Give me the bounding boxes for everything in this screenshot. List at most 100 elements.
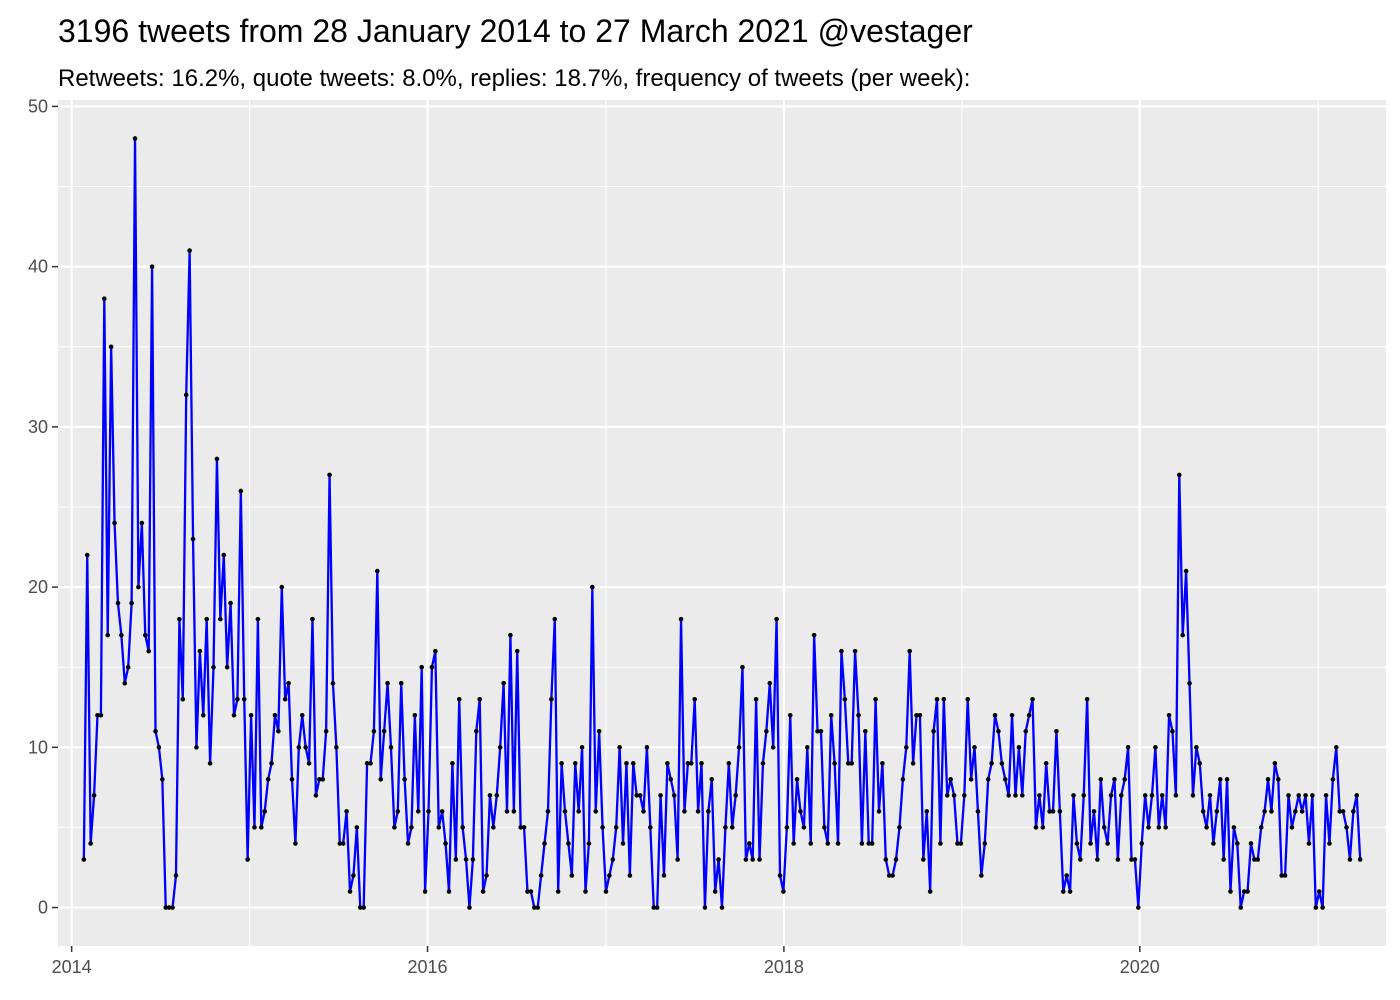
data-point [163,905,169,910]
data-point [593,809,599,814]
data-point [1207,793,1213,798]
data-point [1074,841,1080,846]
data-point [456,696,462,702]
data-point [661,873,667,878]
data-point [1282,873,1288,878]
data-point [180,696,186,702]
data-point [757,857,762,862]
data-point [538,873,544,878]
data-point [1221,857,1226,862]
data-point [910,761,916,766]
data-point [1238,905,1244,910]
data-point [948,777,953,782]
data-point [1030,696,1035,702]
data-point [845,761,851,766]
data-point [624,761,629,766]
data-point [600,825,605,830]
data-point [1176,472,1182,478]
data-point [1214,809,1220,814]
data-point [269,761,274,766]
data-point [443,841,448,846]
data-point [706,809,711,814]
data-point [183,392,189,398]
data-point [586,841,592,846]
data-point [160,777,165,782]
data-point [903,745,909,750]
data-point [1149,793,1155,798]
data-point [644,745,650,750]
data-point [115,600,121,606]
data-point [422,889,428,894]
data-point [224,664,230,670]
data-point [344,809,349,814]
data-point [968,777,974,782]
data-point [375,568,380,574]
data-point [323,729,329,734]
data-point [562,809,568,814]
data-point [504,809,510,814]
data-point [357,905,363,910]
data-point [149,264,155,269]
data-point [1091,809,1097,814]
data-point [521,825,527,830]
data-point [941,696,947,702]
data-point [1153,745,1158,750]
data-point [470,857,476,862]
data-point [1357,857,1363,862]
data-point [351,873,356,878]
data-point [921,857,926,862]
data-point [207,761,213,766]
data-point [1354,793,1360,798]
data-point [747,841,752,846]
data-point [88,841,93,846]
data-point [1095,857,1100,862]
data-point [405,841,411,846]
data-point [671,793,677,798]
data-point [347,889,353,894]
data-point [177,616,182,622]
data-point [190,536,196,542]
data-point [211,664,216,670]
data-point [1303,793,1308,798]
data-point [439,809,445,814]
data-point [552,616,558,622]
data-point [525,889,530,894]
data-point [627,873,633,878]
data-point [125,664,131,670]
data-point [856,712,861,718]
data-point [590,584,595,590]
data-point [303,745,308,750]
data-point [364,761,370,766]
data-point [989,761,994,766]
data-point [1248,841,1254,846]
data-point [658,793,663,798]
data-point [136,584,141,590]
data-point [1040,825,1046,830]
data-point [146,648,151,654]
data-point [1125,745,1131,750]
data-point [1136,905,1141,910]
data-point [91,793,97,798]
data-point [685,761,691,766]
data-point [409,825,414,830]
data-point [1245,889,1250,894]
data-point [197,648,203,654]
data-point [235,696,240,702]
data-point [668,777,674,782]
chart-title: 3196 tweets from 28 January 2014 to 27 M… [58,13,973,49]
data-point [985,777,991,782]
data-point [532,905,537,910]
data-point [1255,857,1261,862]
data-point [535,905,541,910]
data-point [279,584,285,590]
data-point [200,712,206,718]
data-point [508,632,513,638]
data-point [293,841,298,846]
data-point [84,552,90,558]
data-point [726,761,732,766]
data-point [129,600,134,606]
data-point [446,889,452,894]
data-point [282,696,288,702]
data-point [579,745,585,750]
data-point [265,777,271,782]
